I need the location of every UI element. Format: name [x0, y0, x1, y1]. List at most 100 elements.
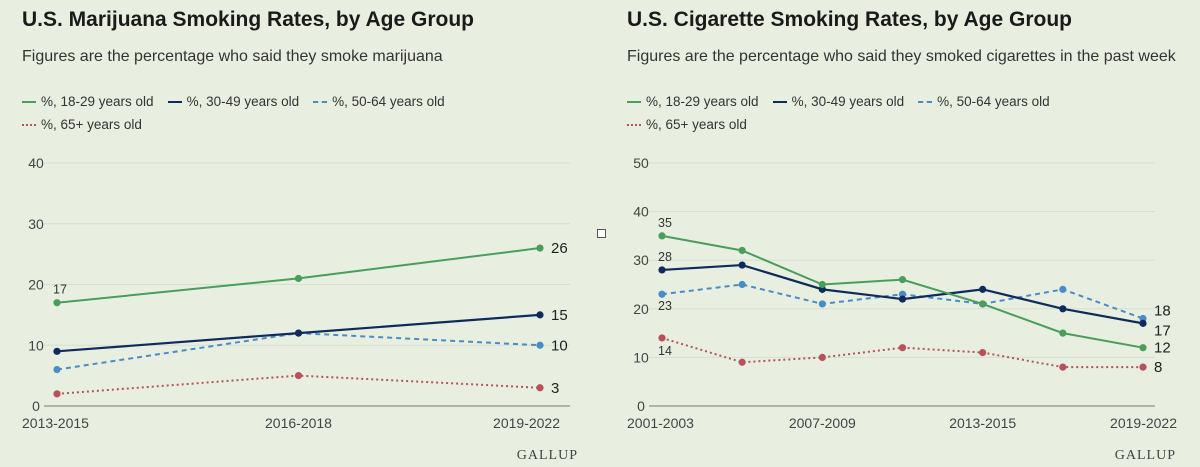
legend-item-65-plus[interactable]: %, 65+ years old — [627, 117, 747, 132]
series-50-64-point — [818, 300, 826, 308]
series-50-64-line — [56, 332, 541, 371]
legend-item-65-plus[interactable]: %, 65+ years old — [22, 117, 142, 132]
legend-second-row: %, 65+ years old — [22, 117, 142, 132]
legend-item-18-29[interactable]: %, 18-29 years old — [22, 94, 154, 109]
series-30-49-point — [1059, 305, 1067, 313]
series-50-64-point — [536, 341, 544, 349]
series-30-49-point — [979, 285, 987, 293]
chart-title: U.S. Marijuana Smoking Rates, by Age Gro… — [22, 8, 474, 31]
legend-label: %, 65+ years old — [646, 117, 747, 132]
y-tick-label: 10 — [633, 349, 649, 365]
legend-item-30-49[interactable]: %, 30-49 years old — [772, 94, 905, 109]
checkbox-icon[interactable] — [597, 229, 606, 238]
legend: %, 18-29 years old %, 30-49 years old %,… — [22, 94, 445, 109]
gallup-logo: GALLUP — [516, 448, 578, 463]
series-65-plus-point — [898, 344, 907, 352]
y-tick-label: 0 — [637, 398, 645, 414]
series-18-29-point — [1059, 329, 1067, 337]
legend-label: %, 30-49 years old — [791, 94, 905, 109]
legend-item-30-49[interactable]: %, 30-49 years old — [167, 94, 300, 109]
series-50-64-point — [658, 290, 666, 298]
legend-swatch-solid-green — [627, 100, 641, 103]
series-18-29-point — [294, 274, 303, 283]
end-data-label: 12 — [1154, 340, 1171, 357]
legend-swatch-dotted-red — [22, 123, 36, 126]
series-30-49-point — [1139, 319, 1147, 327]
series-65-plus-point — [818, 353, 826, 361]
legend-label: %, 50-64 years old — [937, 94, 1050, 109]
start-data-label: 35 — [658, 216, 672, 230]
x-tick-label: 2013-2015 — [22, 415, 89, 431]
start-data-label: 23 — [658, 299, 672, 313]
legend-swatch-solid-green — [22, 100, 36, 103]
legend-label: %, 30-49 years old — [186, 94, 300, 109]
end-data-label: 26 — [551, 240, 568, 257]
legend-second-row: %, 65+ years old — [627, 117, 747, 132]
legend-swatch-dashed-blue — [918, 100, 933, 103]
series-18-29-point — [979, 300, 987, 308]
legend-item-18-29[interactable]: %, 18-29 years old — [627, 94, 759, 109]
legend-label: %, 18-29 years old — [646, 94, 759, 109]
y-tick-label: 30 — [28, 216, 44, 232]
legend-label: %, 50-64 years old — [332, 94, 445, 109]
end-data-label: 8 — [1154, 359, 1162, 376]
series-30-49-point — [738, 261, 746, 269]
start-data-label: 28 — [658, 250, 672, 264]
legend-item-50-64[interactable]: %, 50-64 years old — [313, 94, 445, 109]
cigarette-line-chart: 0 10 20 30 40 50 2001-2003 2007-2009 2013-2015 20… — [627, 155, 1177, 431]
series-65-plus-line — [56, 374, 541, 395]
legend-swatch-dashed-blue — [313, 100, 328, 103]
marijuana-line-chart: 0 10 20 30 40 2013-2015 2016-2018 2019-2022 17 26… — [22, 155, 570, 431]
gallup-logo: GALLUP — [1114, 448, 1176, 463]
end-data-label: 17 — [1154, 322, 1171, 339]
series-50-64-point — [738, 280, 746, 289]
cigarette-chart-panel: U.S. Cigarette Smoking Rates, by Age Gro… — [600, 0, 1200, 467]
x-tick-label: 2007-2009 — [789, 415, 856, 431]
x-tick-label: 2019-2022 — [493, 415, 560, 431]
series-30-49-point — [536, 311, 544, 319]
x-tick-label: 2001-2003 — [627, 415, 694, 431]
series-65-plus-point — [1139, 363, 1147, 371]
series-65-plus-point — [1059, 363, 1067, 371]
series-18-29-point — [1139, 344, 1147, 352]
end-data-label: 3 — [551, 380, 559, 397]
x-tick-label: 2016-2018 — [265, 415, 332, 431]
series-30-49-point — [294, 329, 303, 337]
series-18-29-point — [658, 232, 666, 240]
y-tick-label: 20 — [28, 277, 44, 293]
series-30-49-point — [658, 266, 666, 274]
series-65-plus-point — [536, 384, 544, 392]
series-18-29-point — [53, 299, 61, 307]
series-50-64-point — [1059, 285, 1067, 293]
series-18-29-point — [738, 246, 746, 255]
legend-label: %, 18-29 years old — [41, 94, 154, 109]
chart-subtitle: Figures are the percentage who said they… — [627, 48, 1176, 65]
series-65-plus-point — [658, 334, 666, 342]
legend: %, 18-29 years old %, 30-49 years old %,… — [627, 94, 1050, 109]
y-tick-label: 10 — [28, 337, 44, 353]
x-tick-label: 2019-2022 — [1110, 415, 1177, 431]
end-data-label: 15 — [551, 307, 568, 324]
start-data-label: 14 — [658, 344, 672, 358]
series-65-plus-point — [294, 372, 303, 380]
series-50-64-point — [53, 365, 61, 374]
legend-label: %, 65+ years old — [41, 117, 142, 132]
end-data-label: 10 — [551, 337, 568, 354]
chart-subtitle: Figures are the percentage who said they… — [22, 48, 443, 65]
series-18-29-point — [536, 244, 544, 252]
y-tick-label: 30 — [633, 252, 649, 268]
y-tick-label: 20 — [633, 301, 649, 317]
y-tick-label: 0 — [32, 398, 40, 414]
series-65-plus-point — [738, 358, 746, 366]
marijuana-chart-panel: U.S. Marijuana Smoking Rates, by Age Gro… — [22, 8, 578, 463]
legend-swatch-dotted-red — [627, 123, 641, 126]
y-tick-label: 50 — [633, 155, 649, 171]
series-30-49-point — [53, 347, 61, 355]
series-18-29-point — [898, 276, 907, 284]
legend-swatch-solid-navy — [167, 100, 182, 103]
legend-item-50-64[interactable]: %, 50-64 years old — [918, 94, 1050, 109]
legend-swatch-solid-navy — [772, 100, 787, 103]
series-65-plus-point — [979, 348, 987, 357]
series-65-plus-point — [53, 390, 61, 398]
chart-title: U.S. Cigarette Smoking Rates, by Age Gro… — [627, 8, 1072, 31]
